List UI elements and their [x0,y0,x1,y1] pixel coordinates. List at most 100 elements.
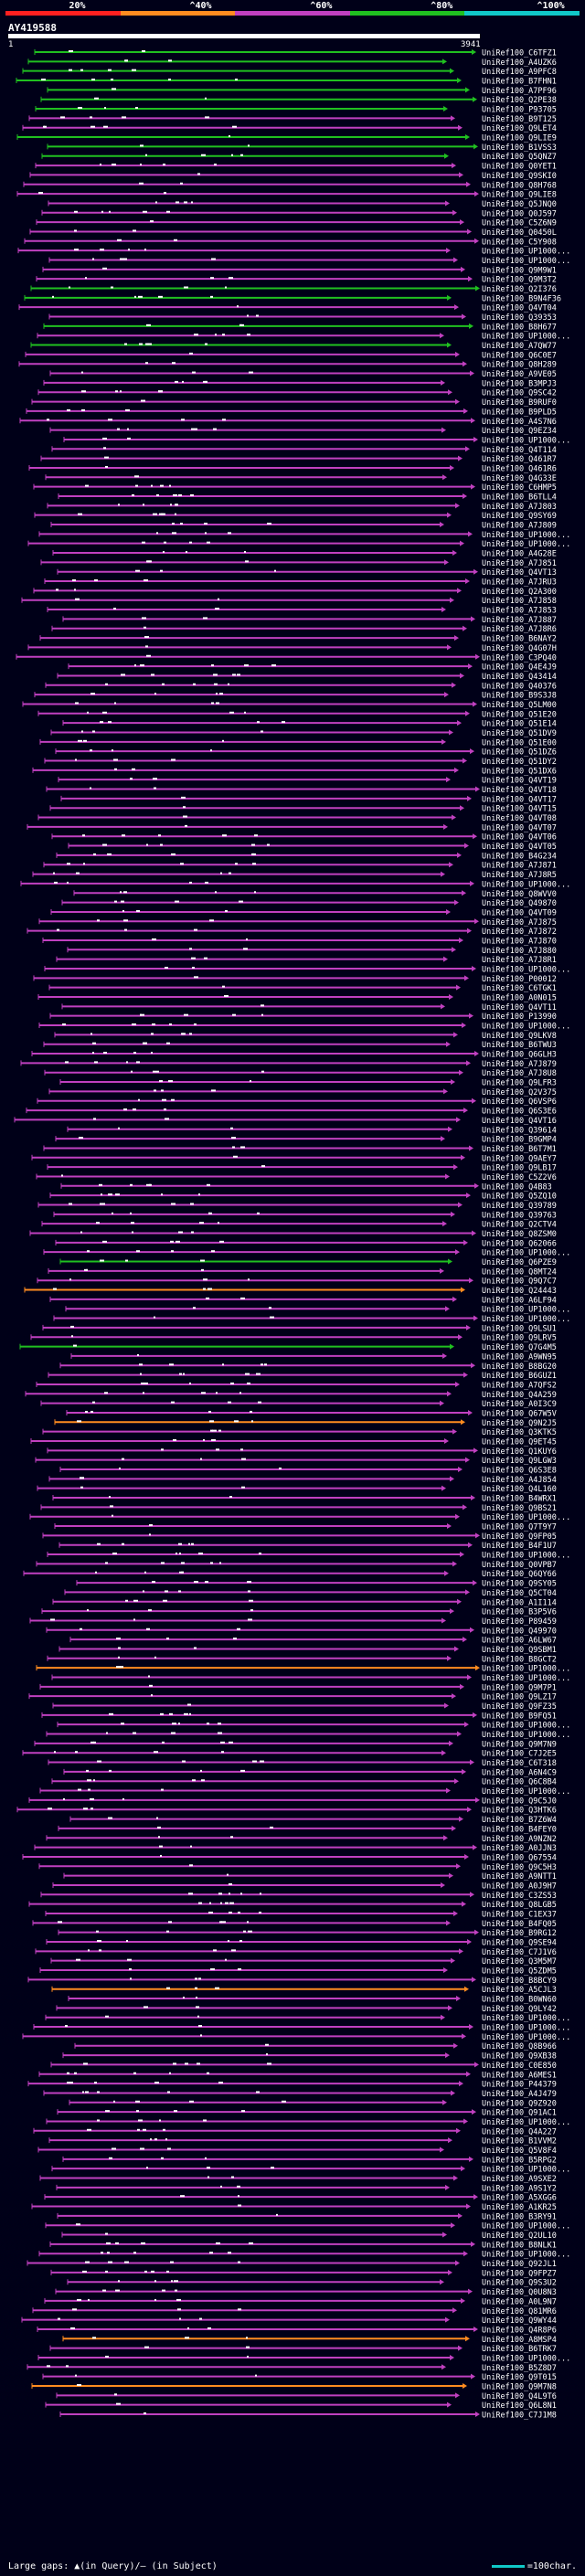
hit-row[interactable]: UniRef100_Q0VPB7 [36,1561,557,1570]
hit-row[interactable]: UniRef100_A7QW77 [30,342,557,351]
hit-row[interactable]: UniRef100_A5CJL3 [51,1986,557,1995]
hit-label[interactable]: UniRef100_Q4L160 [482,1485,557,1494]
hit-row[interactable]: UniRef100_Q7G4M5 [19,1343,557,1352]
hit-row[interactable]: UniRef100_Q9LZ17 [28,1693,557,1702]
hit-row[interactable]: UniRef100_Q4VT05 [68,843,557,852]
hit-row[interactable]: UniRef100_Q39353 [48,313,557,323]
hit-row[interactable]: UniRef100_B4F1U7 [58,1542,557,1551]
hit-label[interactable]: UniRef100_UP1000... [482,540,570,549]
hit-row[interactable]: UniRef100_Q9SBM1 [58,1646,557,1655]
hit-row[interactable]: UniRef100_Q9LIE8 [16,191,557,200]
hit-row[interactable]: UniRef100_Q6VSP6 [37,1097,557,1107]
hit-label[interactable]: UniRef100_Q4L9T6 [482,2392,557,2401]
hit-label[interactable]: UniRef100_Q9SBM1 [482,1646,557,1655]
hit-label[interactable]: UniRef100_A9WN95 [482,1352,557,1362]
hit-label[interactable]: UniRef100_Q5CT04 [482,1589,557,1598]
hit-label[interactable]: UniRef100_Q0YET1 [482,163,557,172]
hit-label[interactable]: UniRef100_B4FEY0 [482,1825,557,1834]
hit-label[interactable]: UniRef100_Q4VT07 [482,823,557,832]
hit-row[interactable]: UniRef100_A9NTT1 [63,1872,557,1882]
hit-label[interactable]: UniRef100_B1VVM2 [482,2137,557,2147]
hit-label[interactable]: UniRef100_Q4T114 [482,446,557,455]
hit-row[interactable]: UniRef100_Q8WVV0 [73,890,557,899]
hit-label[interactable]: UniRef100_A7J8R5 [482,871,557,880]
hit-label[interactable]: UniRef100_Q5V8F4 [482,2147,557,2156]
hit-row[interactable]: UniRef100_Q9N2J5 [54,1419,557,1428]
hit-label[interactable]: UniRef100_Q6C0E7 [482,351,557,360]
hit-row[interactable]: UniRef100_A4J479 [43,2090,557,2099]
hit-row[interactable]: UniRef100_B9PLD5 [26,408,557,417]
hit-label[interactable]: UniRef100_Q9SE94 [482,1939,557,1948]
hit-row[interactable]: UniRef100_B4FEY0 [58,1825,557,1834]
hit-row[interactable]: UniRef100_Q9FPZ7 [50,2269,557,2278]
hit-row[interactable]: UniRef100_Q4G07H [27,644,557,653]
hit-label[interactable]: UniRef100_Q4VT11 [482,1003,557,1012]
hit-row[interactable]: UniRef100_B6NAY2 [39,635,557,644]
hit-row[interactable]: UniRef100_UP1000... [38,531,570,540]
hit-label[interactable]: UniRef100_A7J803 [482,503,557,512]
hit-label[interactable]: UniRef100_A5XGG6 [482,2194,557,2203]
hit-row[interactable]: UniRef100_Q9EZ34 [49,427,557,436]
hit-row[interactable]: UniRef100_B5Z8D7 [27,2364,557,2373]
hit-label[interactable]: UniRef100_A7J880 [482,947,557,956]
hit-row[interactable]: UniRef100_A6MES1 [38,2071,557,2080]
hit-label[interactable]: UniRef100_Q4VT15 [482,805,557,814]
hit-label[interactable]: UniRef100_Q9LSU1 [482,1324,557,1333]
hit-label[interactable]: UniRef100_Q51E00 [482,738,557,747]
hit-row[interactable]: UniRef100_Q3M5M7 [50,1957,557,1966]
hit-row[interactable]: UniRef100_C5Y908 [24,238,557,247]
hit-row[interactable]: UniRef100_A7J8U8 [44,1069,557,1078]
hit-label[interactable]: UniRef100_UP1000... [482,248,570,257]
hit-row[interactable]: UniRef100_A7J8R6 [51,625,557,634]
hit-label[interactable]: UniRef100_A0J9H7 [482,1882,557,1891]
hit-label[interactable]: UniRef100_Q4VT09 [482,908,557,917]
hit-label[interactable]: UniRef100_Q9FZ35 [482,1702,557,1712]
hit-label[interactable]: UniRef100_Q62066 [482,1239,557,1248]
hit-row[interactable]: UniRef100_A7J871 [43,862,557,871]
hit-row[interactable]: UniRef100_Q9M7P1 [39,1683,557,1692]
hit-row[interactable]: UniRef100_B9GMP4 [55,1136,557,1145]
hit-label[interactable]: UniRef100_Q5JNQ0 [482,200,557,209]
hit-row[interactable]: UniRef100_A7JRU3 [44,578,557,588]
hit-label[interactable]: UniRef100_C6TFZ1 [482,49,557,58]
hit-label[interactable]: UniRef100_A6N4C9 [482,1768,557,1777]
hit-label[interactable]: UniRef100_UP1000... [482,1787,570,1797]
hit-row[interactable]: UniRef100_Q4VT16 [14,1117,557,1126]
hit-row[interactable]: UniRef100_A7J803 [47,503,557,512]
hit-label[interactable]: UniRef100_A7J870 [482,937,557,946]
hit-label[interactable]: UniRef100_A4UZK6 [482,58,557,68]
hit-row[interactable]: UniRef100_A7J851 [40,559,557,568]
hit-label[interactable]: UniRef100_UP1000... [482,531,570,540]
hit-label[interactable]: UniRef100_UP1000... [482,965,570,974]
hit-row[interactable]: UniRef100_A4J854 [48,1476,557,1485]
hit-row[interactable]: UniRef100_Q9LRV5 [30,1334,557,1343]
hit-label[interactable]: UniRef100_Q9Q7C7 [482,1277,557,1287]
hit-label[interactable]: UniRef100_Q9ET45 [482,1437,557,1447]
hit-label[interactable]: UniRef100_Q6C8B4 [482,1778,557,1787]
hit-label[interactable]: UniRef100_B9FQ51 [482,1712,557,1721]
hit-row[interactable]: UniRef100_Q39763 [53,1211,557,1220]
hit-row[interactable]: UniRef100_Q9SKI0 [29,172,557,181]
hit-row[interactable]: UniRef100_B8NLK1 [49,2241,557,2250]
hit-label[interactable]: UniRef100_A1I114 [482,1598,557,1607]
hit-row[interactable]: UniRef100_Q9SE94 [46,1939,557,1948]
hit-label[interactable]: UniRef100_Q9Z920 [482,2099,557,2108]
hit-row[interactable]: UniRef100_Q39614 [67,1126,557,1135]
hit-row[interactable]: UniRef100_Q6S3E6 [26,1108,557,1117]
hit-row[interactable]: UniRef100_A9NZN2 [46,1835,557,1844]
hit-label[interactable]: UniRef100_Q8LGB5 [482,1901,557,1910]
hit-label[interactable]: UniRef100_UP1000... [482,880,570,889]
hit-row[interactable]: UniRef100_UP1000... [63,436,570,445]
hit-label[interactable]: UniRef100_UP1000... [482,2118,570,2127]
hit-label[interactable]: UniRef100_A6MES1 [482,2071,557,2080]
hit-row[interactable]: UniRef100_Q4VT15 [49,805,557,814]
hit-row[interactable]: UniRef100_Q81MR6 [32,2307,557,2316]
hit-label[interactable]: UniRef100_Q9FP05 [482,1532,557,1542]
hit-row[interactable]: UniRef100_Q9LGW3 [35,1457,557,1466]
hit-label[interactable]: UniRef100_A4G28E [482,550,557,559]
hit-row[interactable]: UniRef100_C5Z6N9 [36,219,557,228]
hit-label[interactable]: UniRef100_Q9M7N9 [482,1740,557,1749]
hit-label[interactable]: UniRef100_Q9LIE8 [482,191,557,200]
hit-label[interactable]: UniRef100_UP1000... [482,2354,570,2363]
hit-row[interactable]: UniRef100_Q4A259 [25,1391,557,1400]
